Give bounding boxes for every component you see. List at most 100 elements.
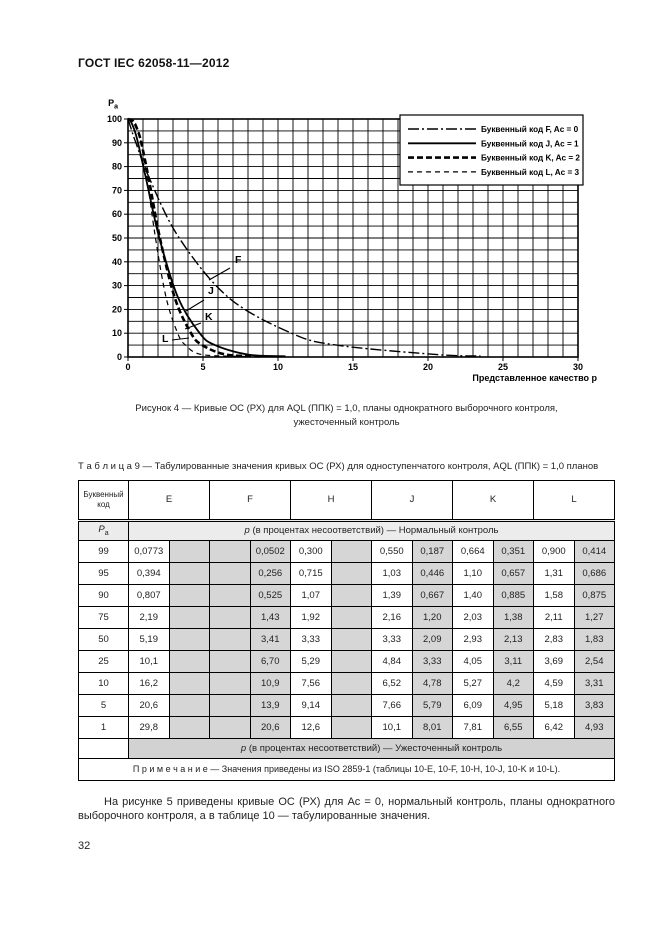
pa-value-cell: 75 — [78, 605, 129, 629]
x-axis-tick-label: 10 — [273, 362, 283, 372]
figure-caption: Рисунок 4 — Кривые ОС (РХ) для AQL (ППК)… — [78, 402, 615, 431]
y-axis-tick-label: 0 — [117, 352, 122, 362]
y-axis-tick-label: 60 — [112, 209, 122, 219]
table-cell: 0,394 — [128, 561, 170, 585]
table-cell — [209, 715, 251, 739]
table-cell: 0,875 — [573, 583, 616, 607]
table-cell: 4,59 — [533, 671, 575, 695]
table-cell: 0,0502 — [249, 539, 291, 563]
table-cell: 0,525 — [249, 583, 291, 607]
legend-entry-label: Буквенный код J, Ac = 1 — [481, 139, 579, 148]
y-axis-tick-label: 20 — [112, 304, 122, 314]
table-cell: 0,0773 — [128, 539, 170, 563]
y-axis-title: Pa — [108, 98, 118, 111]
table-cell: 1,92 — [290, 605, 332, 629]
table-cell — [330, 605, 372, 629]
table-cell — [209, 671, 251, 695]
table-cell: 13,9 — [249, 693, 291, 717]
curve-F — [127, 118, 481, 357]
table-title: Т а б л и ц а 9 — Табулированные значени… — [78, 460, 599, 472]
table-cell: 0,351 — [492, 539, 534, 563]
table-cell: 1,07 — [290, 583, 332, 607]
table-cell — [209, 561, 251, 585]
letter-header-E: E — [128, 479, 210, 521]
pa-value-cell: 10 — [78, 671, 129, 695]
pa-value-cell: 5 — [78, 693, 129, 717]
table-row: 75 2,19 1,43 1,92 2,16 1,20 2,03 1,38 2,11 1,27 — [78, 605, 616, 629]
table-cell: 4,78 — [411, 671, 453, 695]
pa-value-cell: 50 — [78, 627, 129, 651]
table-cell: 6,52 — [371, 671, 413, 695]
x-axis-tick-label: 0 — [125, 362, 130, 372]
table-cell: 7,66 — [371, 693, 413, 717]
pa-value-cell: 99 — [78, 539, 129, 563]
body-paragraph: На рисунке 5 приведены кривые ОС (РХ) дл… — [78, 795, 615, 823]
table-cell: 5,27 — [452, 671, 494, 695]
y-axis-tick-label: 30 — [112, 281, 122, 291]
x-axis-tick-label: 20 — [423, 362, 433, 372]
table-cell: 5,18 — [533, 693, 575, 717]
table-cell: 1,83 — [573, 627, 616, 651]
table-cell — [168, 561, 210, 585]
table-note-row: П р и м е ч а н и е — Значения приведены… — [77, 757, 616, 781]
table-cell: 29,8 — [128, 715, 170, 739]
table-cell: 1,10 — [452, 561, 494, 585]
table-cell — [209, 627, 251, 651]
table-cell: 1,58 — [533, 583, 575, 607]
table-cell — [209, 583, 251, 607]
table-cell: 3,41 — [249, 627, 291, 651]
table-cell: 4,95 — [492, 693, 534, 717]
legend-box — [399, 114, 584, 186]
table-cell: 4,05 — [452, 649, 494, 673]
table-cell: 1,39 — [371, 583, 413, 607]
table-row: 99 0,0773 0,0502 0,300 0,550 0,187 0,664 0,351 0… — [78, 539, 616, 563]
pa-value-cell: 1 — [78, 715, 129, 739]
table-cell: 4,84 — [371, 649, 413, 673]
figure-4: 0 10 20 30 40 50 60 70 80 90 100 0 5 10 15 20 25 30 Pa Пред… — [78, 92, 615, 431]
curve-annotation-K: K — [205, 311, 213, 323]
table-cell: 3,31 — [573, 671, 616, 695]
table-cell — [168, 671, 210, 695]
table-cell: 0,885 — [492, 583, 534, 607]
y-axis-tick-label: 100 — [107, 114, 122, 124]
tightened-control-header: p (в процентах несоответствий) — Ужесточ… — [127, 737, 616, 759]
table-cell: 10,1 — [371, 715, 413, 739]
table-cell — [330, 671, 372, 695]
letter-header-K: K — [452, 479, 534, 521]
table-cell — [168, 715, 210, 739]
y-axis-tick-label: 40 — [112, 257, 122, 267]
table-cell: 0,446 — [411, 561, 453, 585]
table-row: 25 10,1 6,70 5,29 4,84 3,33 4,05 3,11 3,69 2,54 — [78, 649, 616, 673]
normal-control-header: p (в процентах несоответствий) — Нормаль… — [127, 518, 616, 541]
table-note: П р и м е ч а н и е — Значения приведены… — [77, 757, 616, 781]
table-cell: 3,11 — [492, 649, 534, 673]
table-cell — [330, 693, 372, 717]
table-cell: 2,16 — [371, 605, 413, 629]
table-cell — [168, 605, 210, 629]
table-cell: 3,33 — [290, 627, 332, 651]
table-cell: 0,550 — [371, 539, 413, 563]
curve-L — [127, 118, 249, 358]
table-cell: 3,83 — [573, 693, 616, 717]
table-cell: 1,43 — [249, 605, 291, 629]
y-axis-tick-label: 80 — [112, 162, 122, 172]
curve-J — [127, 118, 286, 358]
p-symbol: p — [240, 742, 247, 754]
table-cell: 20,6 — [249, 715, 291, 739]
table-cell — [168, 693, 210, 717]
table-cell: 0,187 — [411, 539, 453, 563]
pa-value-cell: 90 — [78, 583, 129, 607]
table-cell — [330, 649, 372, 673]
table-row: 5 20,6 13,9 9,14 7,66 5,79 6,09 4,95 5,18 3,83 — [78, 693, 616, 717]
table-cell: 0,256 — [249, 561, 291, 585]
x-axis-title: Представленное качество p — [472, 373, 597, 383]
p-symbol: p — [244, 525, 250, 536]
table-cell: 3,33 — [371, 627, 413, 651]
table-cell: 1,27 — [573, 605, 616, 629]
pa-subscript: a — [104, 529, 109, 537]
table-cell — [330, 715, 372, 739]
table-cell: 1,20 — [411, 605, 453, 629]
letter-header-H: H — [290, 479, 372, 521]
table-cell: 2,93 — [452, 627, 494, 651]
letter-header-F: F — [209, 479, 291, 521]
